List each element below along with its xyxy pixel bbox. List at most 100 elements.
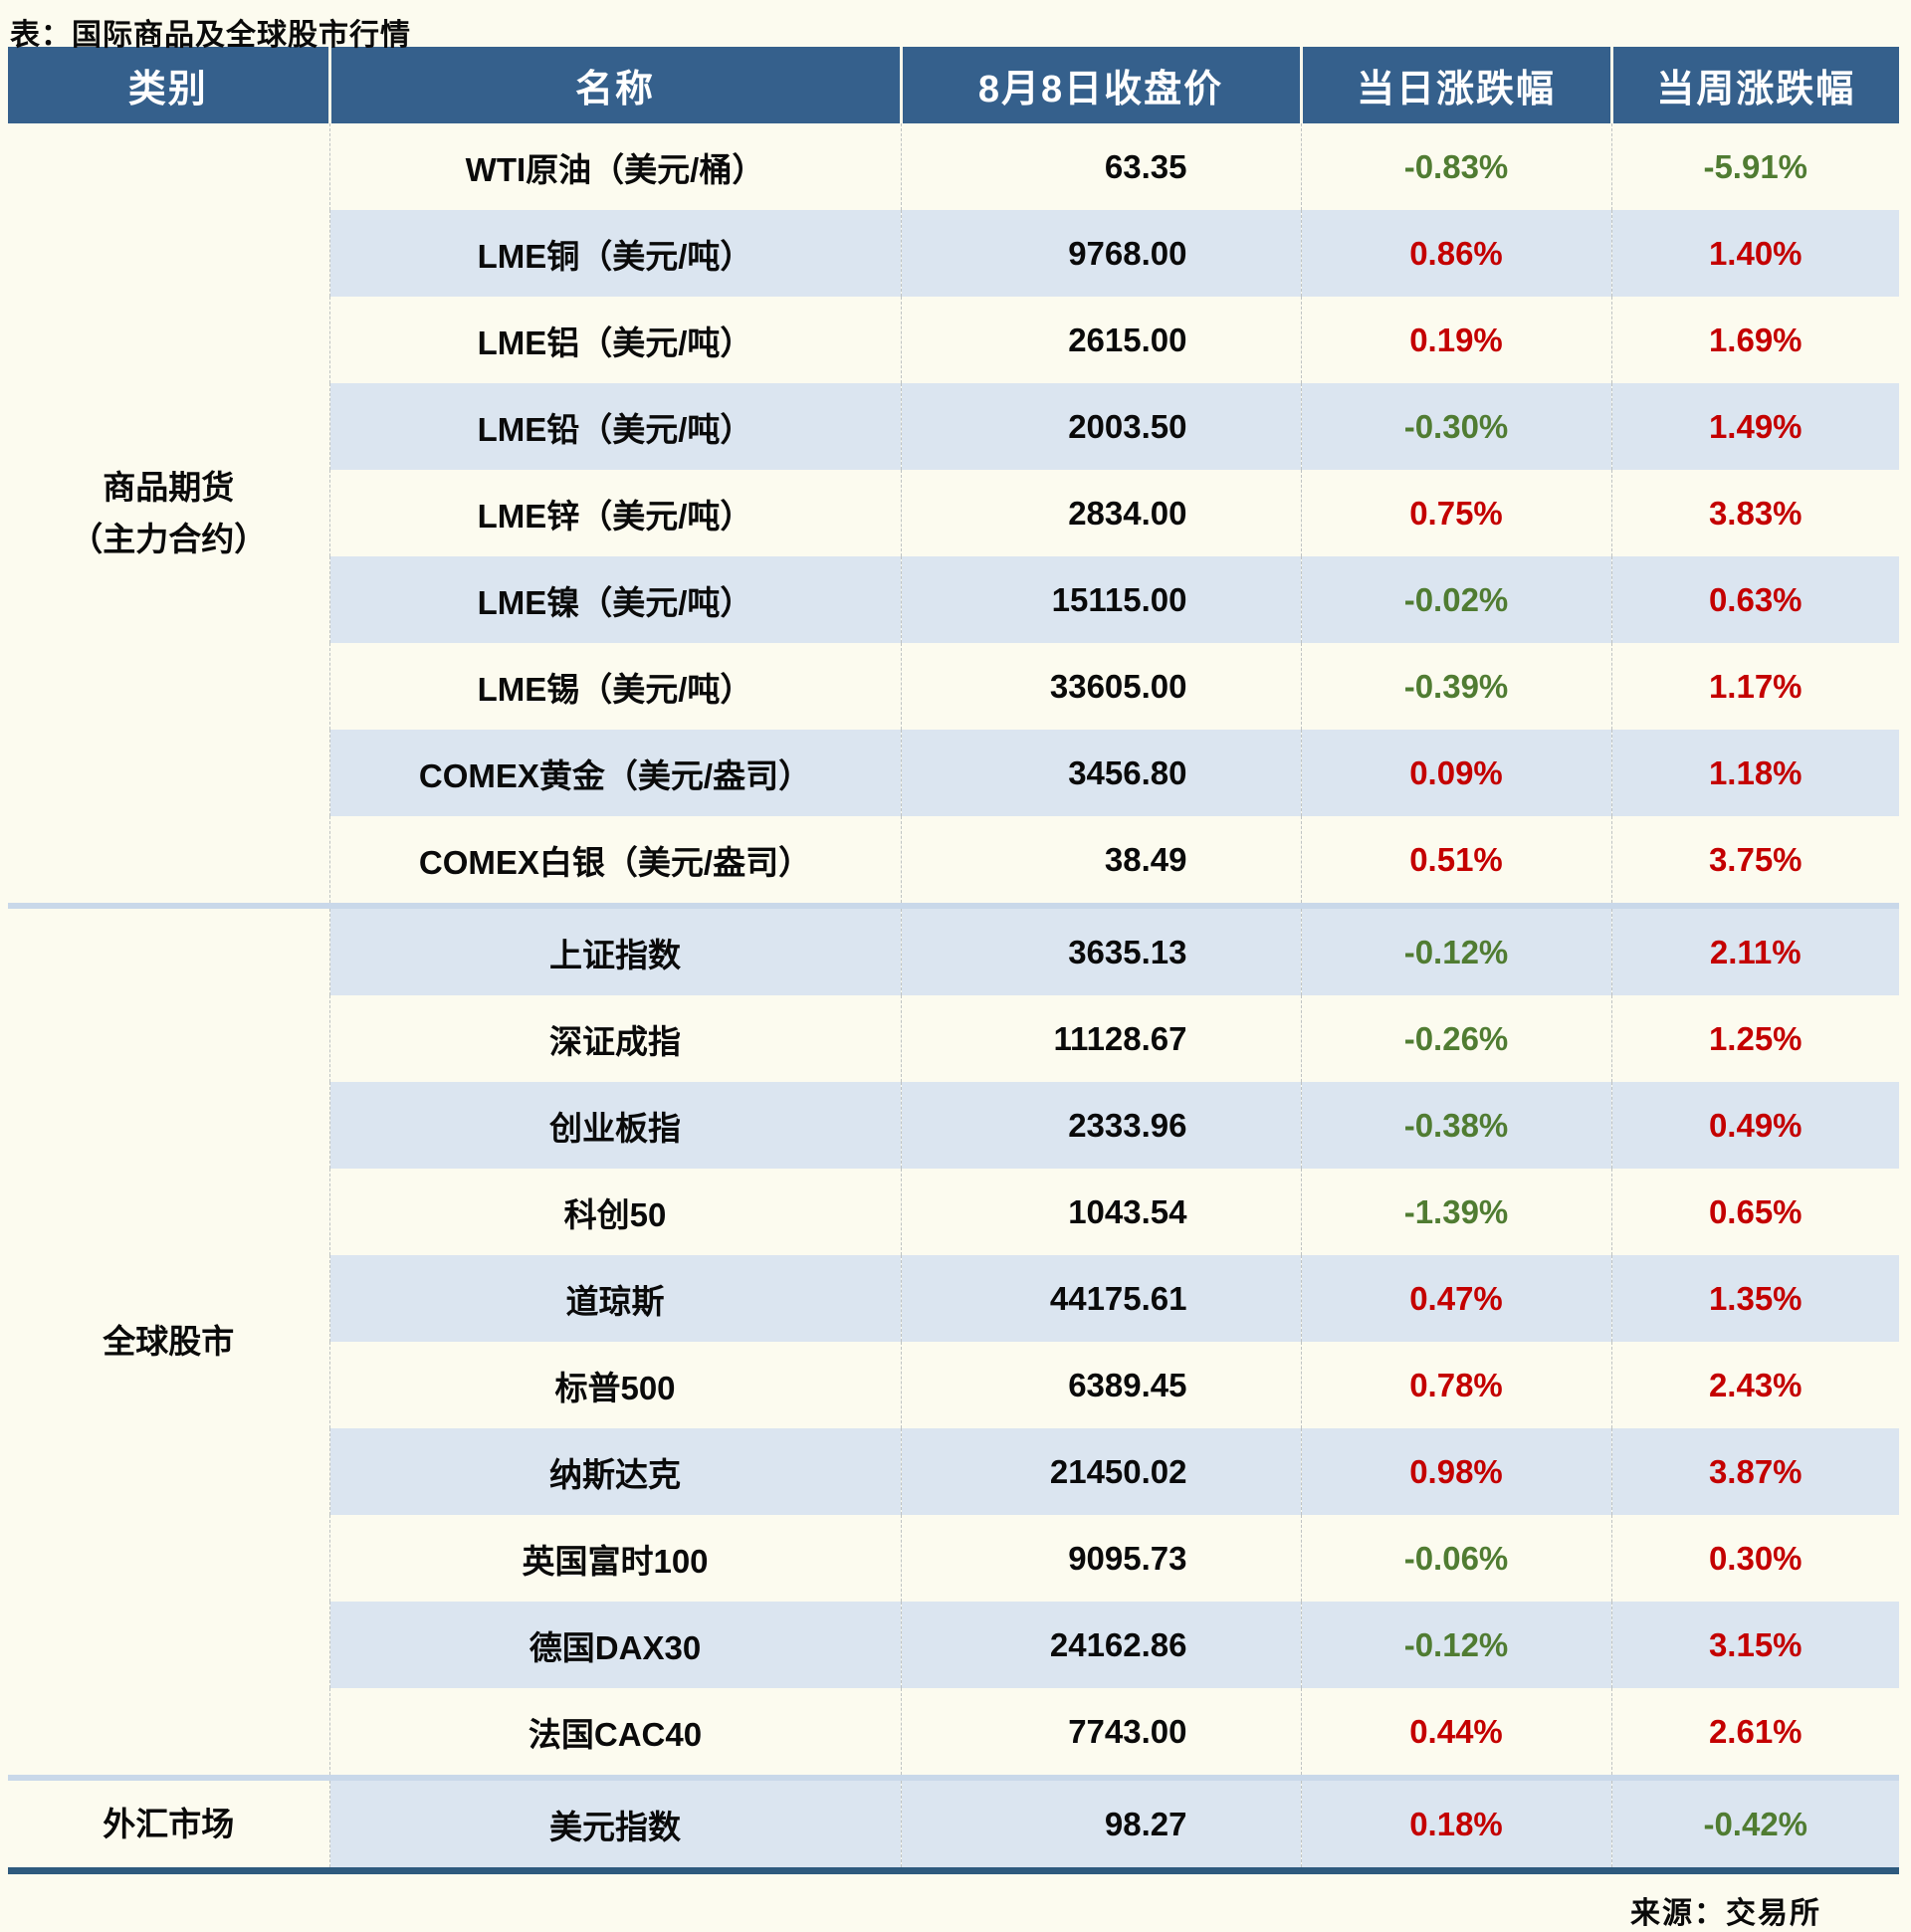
close-price-cell: 3456.80 — [901, 730, 1302, 816]
daily-change-cell: 0.98% — [1301, 1428, 1612, 1515]
header-category: 类别 — [8, 47, 331, 123]
daily-change-cell: -0.12% — [1301, 903, 1612, 995]
name-cell: WTI原油（美元/桶） — [329, 123, 902, 210]
daily-change-cell: 0.47% — [1301, 1255, 1612, 1342]
weekly-change-cell: 3.75% — [1611, 816, 1899, 906]
table-row: COMEX黄金（美元/盎司） 3456.80 0.09% 1.18% — [8, 730, 1899, 816]
close-price-cell: 2615.00 — [901, 297, 1302, 383]
name-cell: COMEX白银（美元/盎司） — [329, 816, 902, 906]
weekly-change-cell: 1.40% — [1611, 210, 1899, 297]
name-cell: 道琼斯 — [329, 1255, 902, 1342]
table-row: LME锌（美元/吨） 2834.00 0.75% 3.83% — [8, 470, 1899, 556]
daily-change-cell: 0.44% — [1301, 1688, 1612, 1778]
category-cell: 外汇市场 — [8, 1775, 330, 1874]
page-title: 表：国际商品及全球股市行情 — [10, 19, 411, 52]
weekly-change-cell: 2.11% — [1611, 903, 1899, 995]
table-row: 全球股市 上证指数 3635.13 -0.12% 2.11% — [8, 903, 1899, 1778]
weekly-change-cell: 3.83% — [1611, 470, 1899, 556]
close-price-cell: 2333.96 — [901, 1082, 1302, 1169]
weekly-change-cell: 0.30% — [1611, 1515, 1899, 1602]
table-row: LME铝（美元/吨） 2615.00 0.19% 1.69% — [8, 297, 1899, 383]
weekly-change-cell: 0.65% — [1611, 1169, 1899, 1255]
weekly-change-cell: -5.91% — [1611, 123, 1899, 210]
table-row: LME镍（美元/吨） 15115.00 -0.02% 0.63% — [8, 556, 1899, 643]
weekly-change-cell: 1.25% — [1611, 995, 1899, 1082]
weekly-change-cell: 0.49% — [1611, 1082, 1899, 1169]
table-row: LME铜（美元/吨） 9768.00 0.86% 1.40% — [8, 210, 1899, 297]
close-price-cell: 6389.45 — [901, 1342, 1302, 1428]
header-weekly-change: 当周涨跌幅 — [1611, 47, 1899, 123]
name-cell: 上证指数 — [329, 903, 902, 995]
weekly-change-cell: -0.42% — [1611, 1775, 1899, 1874]
category-cell: 商品期货 （主力合约） — [8, 123, 330, 906]
table-row: 创业板指 2333.96 -0.38% 0.49% — [8, 1082, 1899, 1169]
name-cell: LME锡（美元/吨） — [329, 643, 902, 730]
daily-change-cell: -1.39% — [1301, 1169, 1612, 1255]
daily-change-cell: 0.78% — [1301, 1342, 1612, 1428]
header-name: 名称 — [329, 47, 903, 123]
daily-change-cell: -0.83% — [1301, 123, 1612, 210]
name-cell: LME铜（美元/吨） — [329, 210, 902, 297]
weekly-change-cell: 1.17% — [1611, 643, 1899, 730]
name-cell: 美元指数 — [329, 1775, 902, 1874]
table-row: 纳斯达克 21450.02 0.98% 3.87% — [8, 1428, 1899, 1515]
name-cell: LME铝（美元/吨） — [329, 297, 902, 383]
table-row: 外汇市场 美元指数 98.27 0.18% -0.42% — [8, 1775, 1899, 1874]
close-price-cell: 7743.00 — [901, 1688, 1302, 1778]
daily-change-cell: 0.51% — [1301, 816, 1612, 906]
close-price-cell: 24162.86 — [901, 1602, 1302, 1688]
close-price-cell: 2003.50 — [901, 383, 1302, 470]
close-price-cell: 9768.00 — [901, 210, 1302, 297]
weekly-change-cell: 2.61% — [1611, 1688, 1899, 1778]
weekly-change-cell: 1.18% — [1611, 730, 1899, 816]
name-cell: COMEX黄金（美元/盎司） — [329, 730, 902, 816]
weekly-change-cell: 1.49% — [1611, 383, 1899, 470]
close-price-cell: 9095.73 — [901, 1515, 1302, 1602]
name-cell: LME镍（美元/吨） — [329, 556, 902, 643]
table-row: 深证成指 11128.67 -0.26% 1.25% — [8, 995, 1899, 1082]
close-price-cell: 2834.00 — [901, 470, 1302, 556]
header-row: 类别 名称 8月8日收盘价 当日涨跌幅 当周涨跌幅 — [8, 47, 1899, 123]
close-price-cell: 3635.13 — [901, 903, 1302, 995]
close-price-cell: 33605.00 — [901, 643, 1302, 730]
name-cell: 深证成指 — [329, 995, 902, 1082]
table-row: 法国CAC40 7743.00 0.44% 2.61% — [8, 1688, 1899, 1778]
daily-change-cell: -0.38% — [1301, 1082, 1612, 1169]
table-row: 商品期货 （主力合约） WTI原油（美元/桶） 63.35 -0.83% -5.91% — [8, 123, 1899, 906]
close-price-cell: 38.49 — [901, 816, 1302, 906]
table-row: 标普500 6389.45 0.78% 2.43% — [8, 1342, 1899, 1428]
close-price-cell: 44175.61 — [901, 1255, 1302, 1342]
weekly-change-cell: 1.35% — [1611, 1255, 1899, 1342]
table-row: LME铅（美元/吨） 2003.50 -0.30% 1.49% — [8, 383, 1899, 470]
header-daily-change: 当日涨跌幅 — [1301, 47, 1613, 123]
daily-change-cell: -0.06% — [1301, 1515, 1612, 1602]
weekly-change-cell: 0.63% — [1611, 556, 1899, 643]
daily-change-cell: 0.18% — [1301, 1775, 1612, 1874]
close-price-cell: 21450.02 — [901, 1428, 1302, 1515]
close-price-cell: 1043.54 — [901, 1169, 1302, 1255]
close-price-cell: 63.35 — [901, 123, 1302, 210]
table-row: 德国DAX30 24162.86 -0.12% 3.15% — [8, 1602, 1899, 1688]
close-price-cell: 11128.67 — [901, 995, 1302, 1082]
daily-change-cell: -0.02% — [1301, 556, 1612, 643]
table-row: 道琼斯 44175.61 0.47% 1.35% — [8, 1255, 1899, 1342]
weekly-change-cell: 3.87% — [1611, 1428, 1899, 1515]
daily-change-cell: -0.30% — [1301, 383, 1612, 470]
market-quotes-table: 类别 名称 8月8日收盘价 当日涨跌幅 当周涨跌幅 商品期货 （主力合约） WTI… — [8, 47, 1899, 1874]
name-cell: LME铅（美元/吨） — [329, 383, 902, 470]
name-cell: 纳斯达克 — [329, 1428, 902, 1515]
header-close-price: 8月8日收盘价 — [901, 47, 1303, 123]
daily-change-cell: 0.86% — [1301, 210, 1612, 297]
name-cell: 科创50 — [329, 1169, 902, 1255]
weekly-change-cell: 3.15% — [1611, 1602, 1899, 1688]
category-cell: 全球股市 — [8, 903, 330, 1778]
table-row: COMEX白银（美元/盎司） 38.49 0.51% 3.75% — [8, 816, 1899, 906]
source-note: 来源：交易所 — [1630, 1897, 1821, 1930]
weekly-change-cell: 1.69% — [1611, 297, 1899, 383]
name-cell: 德国DAX30 — [329, 1602, 902, 1688]
daily-change-cell: -0.39% — [1301, 643, 1612, 730]
name-cell: 创业板指 — [329, 1082, 902, 1169]
daily-change-cell: 0.19% — [1301, 297, 1612, 383]
weekly-change-cell: 2.43% — [1611, 1342, 1899, 1428]
name-cell: LME锌（美元/吨） — [329, 470, 902, 556]
